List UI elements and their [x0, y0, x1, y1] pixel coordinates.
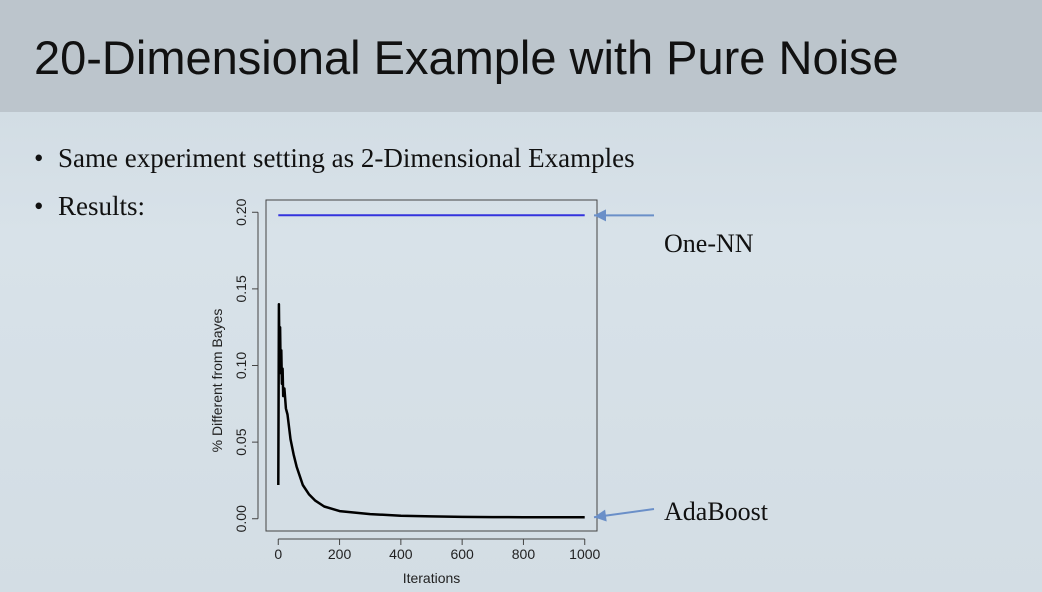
- y-tick-label: 0.10: [233, 352, 249, 379]
- y-tick-label: 0.05: [233, 428, 249, 455]
- plot-frame: [265, 199, 598, 532]
- bullet-list: • Same experiment setting as 2-Dimensiona…: [34, 142, 635, 238]
- y-tick-label: 0.15: [233, 275, 249, 302]
- y-tick-label: 0.20: [233, 198, 249, 225]
- bullet-item: • Results:: [34, 190, 635, 238]
- adaboost-arrow-icon-head: [594, 509, 607, 522]
- bullet-item: • Same experiment setting as 2-Dimensiona…: [34, 142, 635, 190]
- x-tick-label: 400: [389, 546, 413, 562]
- series-line-adaboost: [277, 302, 585, 519]
- bullet-text: Results:: [58, 191, 146, 221]
- one-nn-arrow-icon-head: [594, 209, 606, 222]
- title-band: [0, 0, 1042, 112]
- bullet-text: Same experiment setting as 2-Dimensional…: [58, 143, 635, 173]
- x-tick-label: 1000: [569, 546, 600, 562]
- x-tick-label: 200: [328, 546, 352, 562]
- x-tick-label: 600: [450, 546, 474, 562]
- x-tick-label: 800: [512, 546, 536, 562]
- adaboost-label: AdaBoost: [664, 497, 768, 526]
- y-tick-label: 0.00: [233, 505, 249, 532]
- x-axis-label: Iterations: [403, 570, 461, 586]
- bullet-dot-icon: •: [34, 143, 44, 173]
- x-tick-label: 0: [274, 546, 282, 562]
- y-axis-label: % Different from Bayes: [209, 309, 225, 453]
- one-nn-label: One-NN: [664, 229, 754, 258]
- slide-title: 20-Dimensional Example with Pure Noise: [34, 31, 899, 84]
- bullet-dot-icon: •: [34, 191, 44, 221]
